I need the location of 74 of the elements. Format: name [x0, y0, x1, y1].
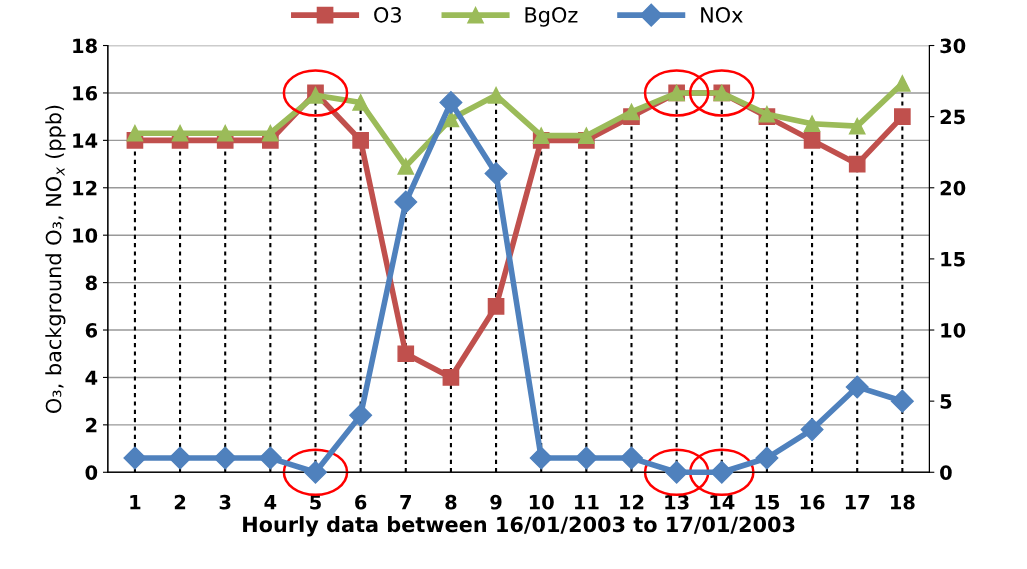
y-tick-label: 14 — [73, 133, 98, 148]
point — [755, 446, 779, 470]
y2-tick-label: 5 — [940, 394, 952, 409]
x-tick-label: 6 — [355, 494, 367, 510]
point — [439, 90, 463, 114]
point — [123, 446, 147, 470]
point — [126, 124, 144, 142]
y-tick-label: 12 — [73, 180, 97, 196]
point — [394, 190, 418, 214]
legend-label: BgOz — [525, 6, 578, 27]
x-tick-label: 15 — [755, 495, 780, 510]
point — [578, 127, 595, 144]
legend-label: O3 — [374, 6, 401, 23]
x-tick-label: 13 — [665, 494, 689, 510]
y-tick-label: 10 — [73, 228, 98, 243]
x-axis-title: Hourly data between 16/01/2003 to 17/01/2003 — [243, 516, 795, 537]
x-tick-label: 17 — [845, 495, 870, 510]
point — [216, 124, 234, 142]
point — [803, 132, 821, 149]
y-tick-label: 16 — [73, 85, 98, 101]
y2-tick-label: 10 — [941, 322, 966, 338]
y2-tick-label: 30 — [940, 38, 966, 54]
x-tick-label: 8 — [445, 494, 457, 510]
point — [484, 162, 508, 186]
y-tick-label: 18 — [73, 38, 97, 54]
point — [487, 297, 505, 315]
x-tick-label: 16 — [800, 494, 825, 510]
point — [894, 75, 911, 92]
x-tick-label: 10 — [529, 494, 554, 510]
point — [574, 446, 598, 470]
x-tick-label: 5 — [310, 495, 321, 510]
point — [803, 115, 821, 133]
point — [213, 446, 237, 470]
point — [171, 124, 189, 142]
point — [349, 403, 373, 427]
x-tick-label: 3 — [219, 494, 231, 510]
point — [623, 103, 640, 121]
y-tick-label: 0 — [85, 465, 98, 480]
point — [529, 446, 553, 470]
point — [262, 124, 279, 142]
point — [845, 375, 869, 399]
x-tick-label: 11 — [575, 495, 599, 510]
y-tick-label: 2 — [86, 417, 97, 433]
point — [258, 446, 282, 470]
x-tick-label: 12 — [620, 494, 644, 510]
point — [397, 345, 415, 363]
y-tick-label: 4 — [85, 370, 98, 385]
y-tick-label: 6 — [85, 322, 98, 338]
x-tick-label: 7 — [400, 495, 411, 510]
point — [397, 158, 415, 175]
x-tick-label: 4 — [264, 495, 277, 510]
y2-tick-label: 20 — [940, 180, 966, 196]
x-tick-label: 14 — [710, 495, 735, 510]
point — [532, 127, 550, 144]
x-tick-label: 9 — [490, 494, 502, 510]
y2-tick-label: 0 — [940, 465, 952, 480]
y-tick-label: 8 — [85, 275, 97, 291]
point — [848, 155, 866, 173]
y2-tick-label: 25 — [940, 109, 965, 125]
y-axis-title: O₃, background O₃, NO$_{x}$ (ppb) — [45, 105, 66, 413]
point — [894, 108, 911, 125]
y2-tick-label: 15 — [941, 252, 965, 267]
point — [352, 132, 369, 149]
point — [848, 117, 866, 135]
x-tick-label: 2 — [174, 494, 186, 510]
point — [800, 418, 824, 442]
point — [352, 94, 369, 111]
point — [619, 446, 643, 470]
point — [442, 369, 460, 386]
legend-label: NOx — [701, 6, 743, 23]
point — [168, 446, 192, 470]
x-tick-label: 1 — [130, 495, 141, 510]
point — [890, 389, 914, 413]
x-tick-label: 18 — [891, 494, 915, 510]
